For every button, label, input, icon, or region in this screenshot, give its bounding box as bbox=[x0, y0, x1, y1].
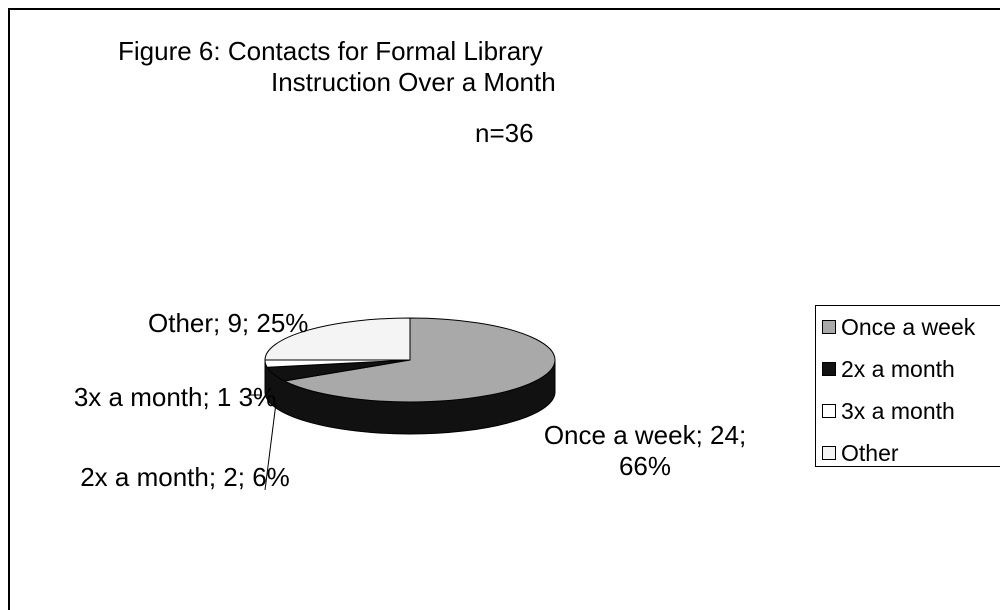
legend-swatch bbox=[822, 362, 836, 376]
legend-label: 3x a month bbox=[841, 398, 955, 424]
legend-item: Once a week bbox=[822, 314, 975, 340]
legend-item: Other bbox=[822, 440, 899, 466]
leader-line bbox=[264, 402, 277, 491]
data-label: 2x a month; 2; 6% bbox=[80, 462, 290, 492]
legend-label: Once a week bbox=[841, 314, 976, 340]
legend-swatch bbox=[822, 446, 836, 460]
legend: Once a week 2x a month 3x a month Other bbox=[815, 305, 1000, 467]
legend-label: 2x a month bbox=[841, 356, 955, 382]
data-label: Other; 9; 25% bbox=[148, 308, 309, 338]
legend-label: Other bbox=[841, 440, 899, 466]
legend-item: 2x a month bbox=[822, 356, 955, 382]
legend-swatch bbox=[822, 404, 836, 418]
legend-swatch bbox=[822, 320, 836, 334]
pie-slice bbox=[264, 317, 411, 361]
chart-title: Figure 6: Contacts for Formal Library In… bbox=[118, 36, 556, 97]
data-label: Once a week; 24; 66% bbox=[543, 420, 747, 481]
data-label: 3x a month; 1 3% bbox=[73, 382, 277, 412]
pie-slice bbox=[282, 317, 556, 403]
chart-subtitle: n=36 bbox=[475, 118, 534, 148]
chart-frame bbox=[8, 8, 1000, 610]
legend-item: 3x a month bbox=[822, 398, 955, 424]
